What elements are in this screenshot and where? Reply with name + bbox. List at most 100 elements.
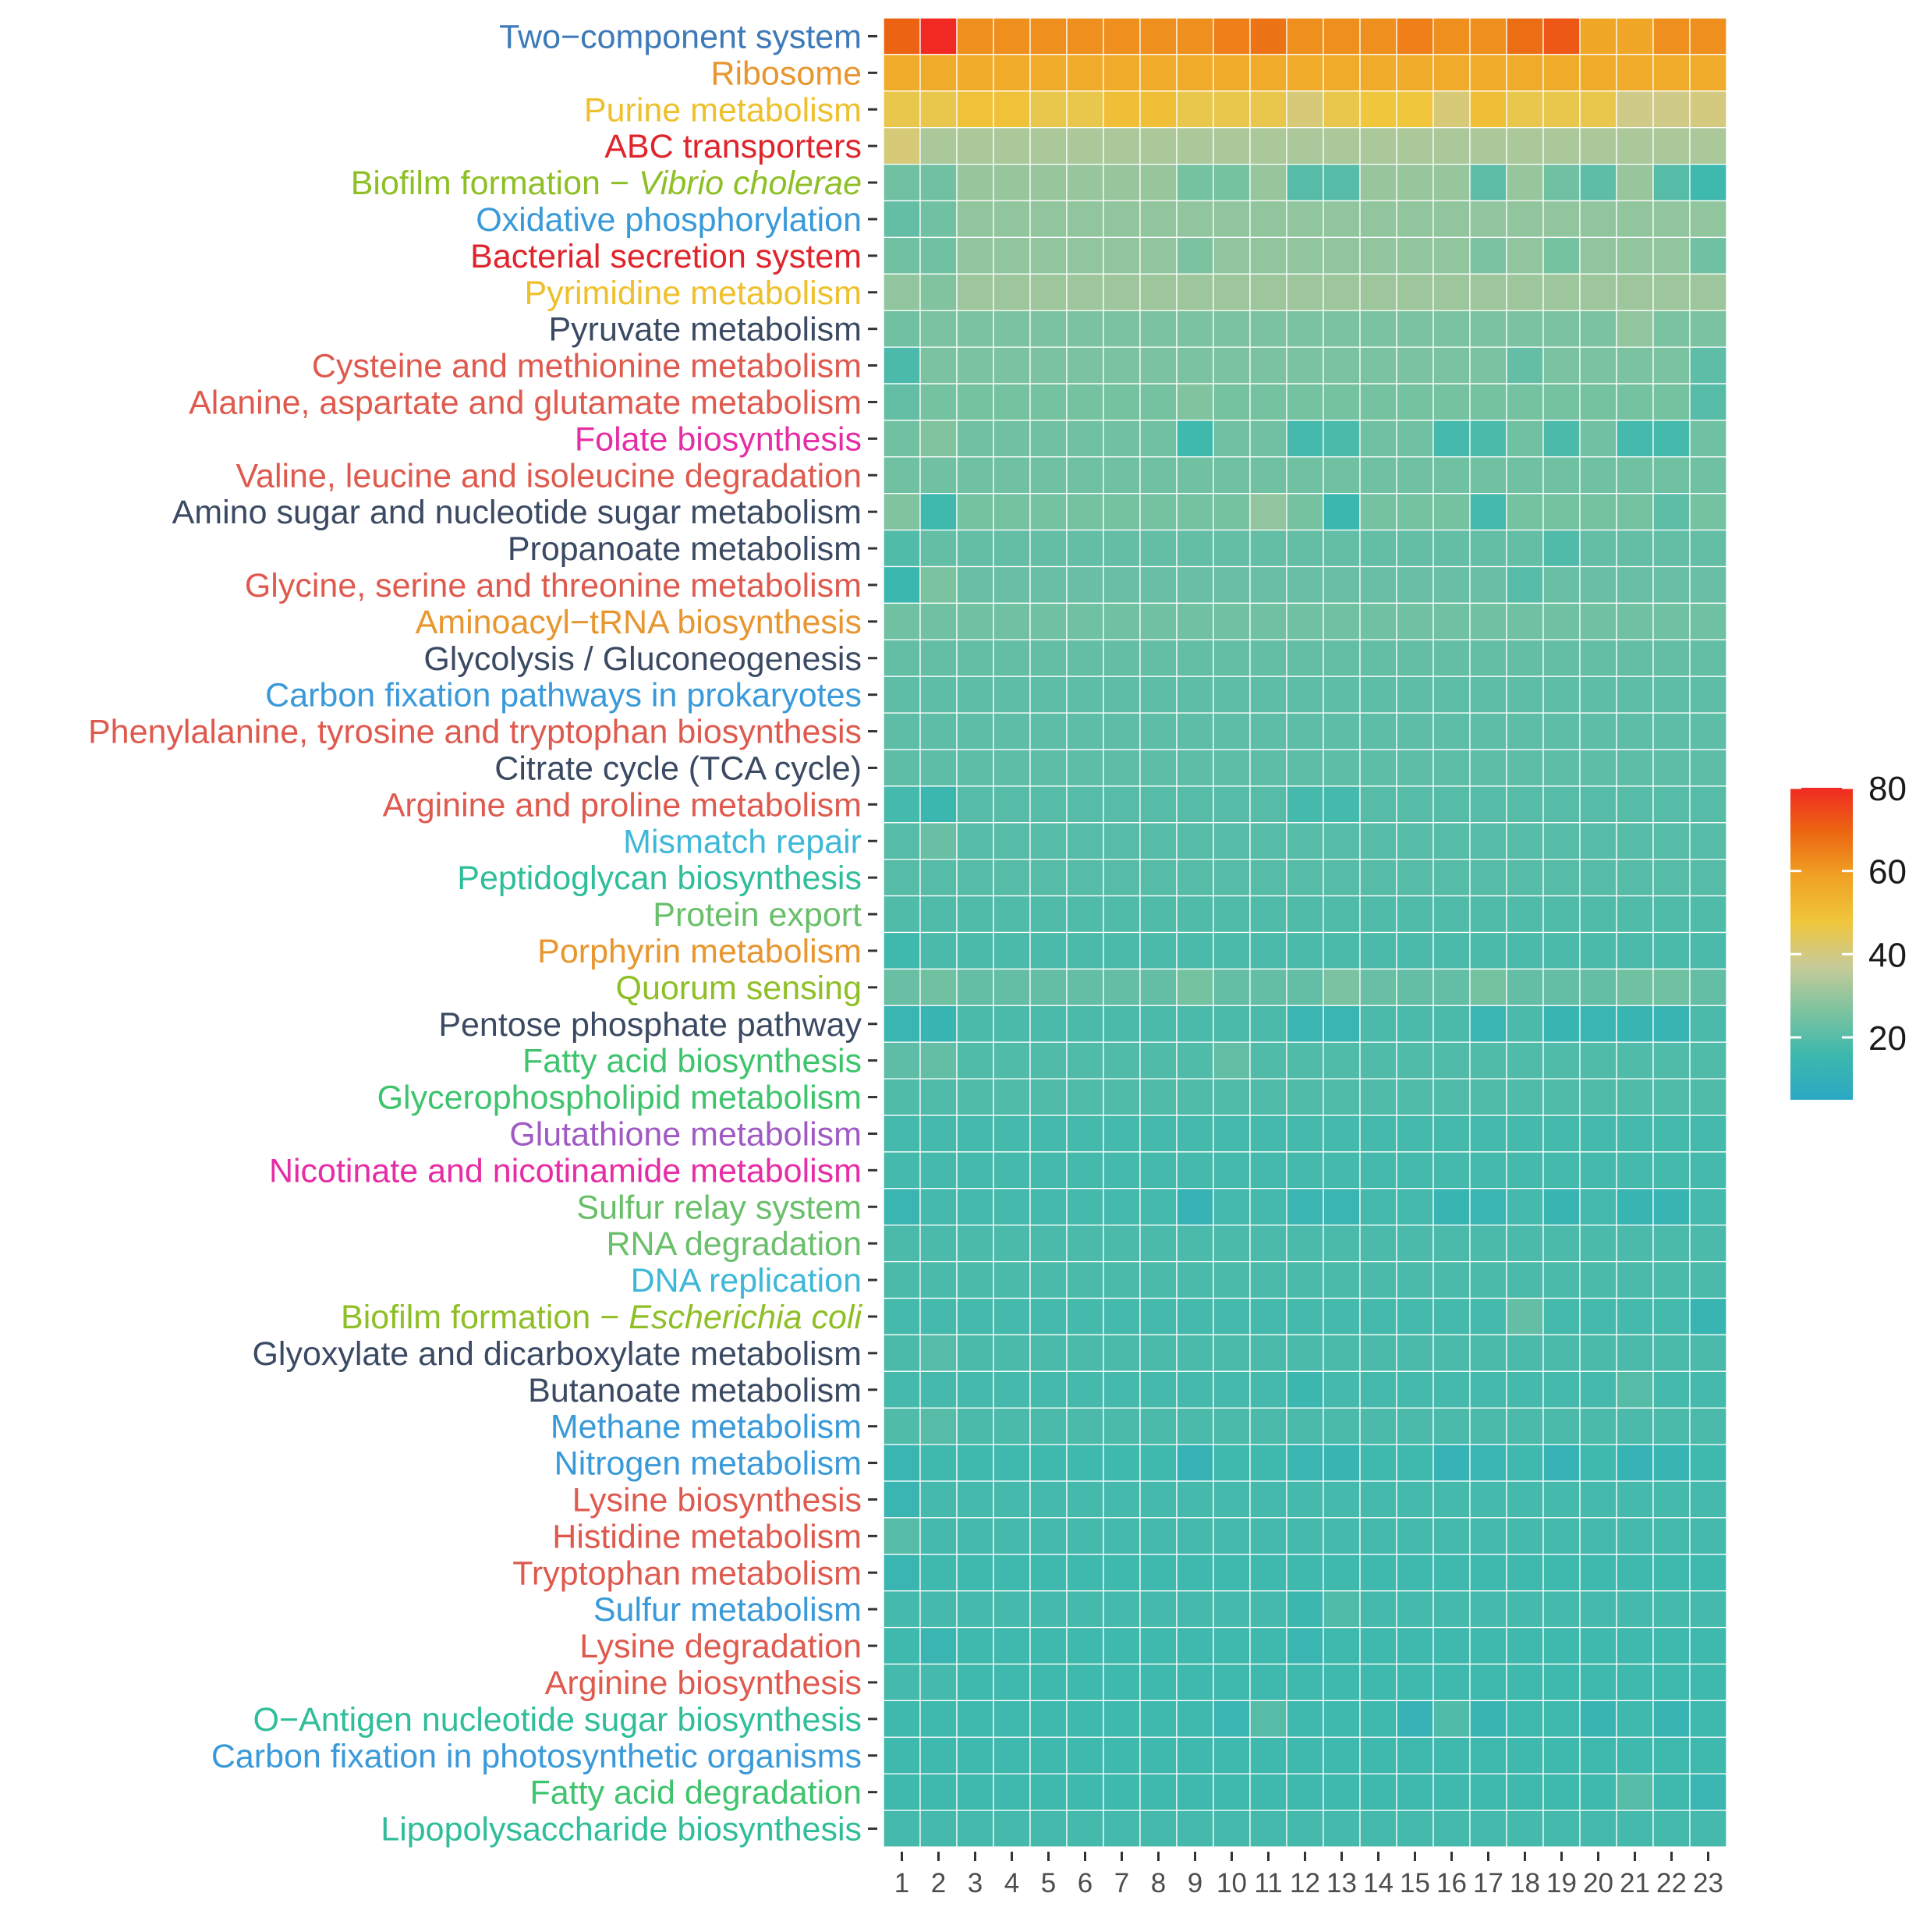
- heatmap-cell: [993, 200, 1031, 239]
- heatmap-cell: [1652, 90, 1691, 129]
- heatmap-cell: [1176, 602, 1214, 640]
- heatmap-cell: [1103, 1407, 1141, 1445]
- heatmap-cell: [1176, 1517, 1214, 1555]
- heatmap-cell: [1029, 1078, 1068, 1116]
- heatmap-cell: [1029, 1773, 1068, 1811]
- row-label-text: Peptidoglycan biosynthesis: [457, 860, 862, 897]
- heatmap-cell: [919, 1151, 958, 1189]
- row-label: Arginine and proline metabolism: [383, 786, 862, 824]
- row-label-text: Carbon fixation pathways in prokaryotes: [265, 677, 862, 714]
- heatmap-cell: [1176, 1115, 1214, 1153]
- heatmap-cell: [1066, 1773, 1104, 1811]
- heatmap-cell: [993, 1260, 1031, 1299]
- heatmap-cell: [1286, 785, 1324, 824]
- row-label-text: Alanine, aspartate and glutamate metabol…: [189, 384, 862, 421]
- row-label-text: Quorum sensing: [616, 970, 862, 1007]
- heatmap-cell: [1689, 1334, 1727, 1372]
- column-label: 3: [968, 1868, 983, 1898]
- heatmap-cell: [1103, 785, 1141, 824]
- heatmap-cell: [1469, 749, 1507, 787]
- heatmap-cell: [1066, 1225, 1104, 1263]
- row-label-text: Valine, leucine and isoleucine degradati…: [236, 457, 862, 495]
- row-label: Folate biosynthesis: [575, 420, 862, 458]
- heatmap-cell: [1323, 346, 1361, 385]
- heatmap-cell: [1029, 1005, 1068, 1043]
- heatmap-cell: [1249, 1517, 1287, 1555]
- heatmap-cell: [1689, 1736, 1727, 1774]
- heatmap-cell: [1433, 420, 1471, 458]
- heatmap-cell: [1506, 1480, 1544, 1519]
- heatmap-cell: [1396, 1554, 1434, 1592]
- heatmap-cell: [1103, 1334, 1141, 1372]
- heatmap-cell: [1323, 675, 1361, 714]
- heatmap-cell: [1433, 1188, 1471, 1226]
- heatmap-cell: [1542, 1480, 1581, 1519]
- heatmap-cell: [1689, 1554, 1727, 1592]
- heatmap-cell: [1652, 420, 1691, 458]
- heatmap-cell: [956, 310, 994, 348]
- heatmap-cell: [1139, 1810, 1178, 1848]
- heatmap-cell: [1249, 456, 1287, 495]
- heatmap-cell: [1579, 1005, 1617, 1043]
- heatmap-cell: [1506, 127, 1544, 165]
- heatmap-cell: [1213, 565, 1251, 604]
- heatmap-cell: [1359, 346, 1397, 385]
- row-label-text: Citrate cycle (TCA cycle): [494, 750, 862, 787]
- heatmap-cell: [1433, 931, 1471, 970]
- heatmap-cell: [1616, 346, 1654, 385]
- heatmap-cell: [1029, 565, 1068, 604]
- heatmap-cell: [1323, 1370, 1361, 1409]
- heatmap-cell: [1689, 565, 1727, 604]
- heatmap-cell: [1469, 127, 1507, 165]
- heatmap-cell: [956, 90, 994, 129]
- heatmap-cell: [1579, 931, 1617, 970]
- heatmap-cell: [1396, 1773, 1434, 1811]
- heatmap-cell: [1103, 968, 1141, 1006]
- heatmap-cell: [883, 1626, 921, 1665]
- heatmap-cell: [1103, 54, 1141, 92]
- heatmap-cell: [1066, 529, 1104, 568]
- heatmap-cell: [1542, 859, 1581, 897]
- row-label: Glutathione metabolism: [509, 1115, 862, 1153]
- column-label: 6: [1078, 1868, 1093, 1898]
- heatmap-cell: [1066, 1554, 1104, 1592]
- heatmap-cell: [1579, 1590, 1617, 1629]
- row-label: Bacterial secretion system: [470, 238, 862, 275]
- heatmap-cell: [1433, 1480, 1471, 1519]
- heatmap-cell: [1139, 1517, 1178, 1555]
- heatmap-cell: [1213, 602, 1251, 640]
- heatmap-cell: [1616, 1005, 1654, 1043]
- heatmap-cell: [1652, 822, 1691, 860]
- heatmap-cell: [1542, 565, 1581, 604]
- heatmap-cell: [1652, 859, 1691, 897]
- heatmap-cell: [1213, 493, 1251, 531]
- heatmap-cell: [1359, 1517, 1397, 1555]
- heatmap-cell: [1176, 200, 1214, 239]
- heatmap-cell: [1469, 785, 1507, 824]
- heatmap-cell: [1469, 1225, 1507, 1263]
- heatmap-cell: [1323, 1041, 1361, 1079]
- heatmap-cell: [1396, 785, 1434, 824]
- heatmap-cell: [1286, 639, 1324, 677]
- heatmap-cell: [1249, 602, 1287, 640]
- heatmap-cell: [956, 1810, 994, 1848]
- heatmap-cell: [1689, 420, 1727, 458]
- heatmap-cell: [1286, 1188, 1324, 1226]
- heatmap-cell: [1396, 1115, 1434, 1153]
- heatmap-cell: [1139, 1700, 1178, 1738]
- heatmap-cell: [1139, 273, 1178, 311]
- heatmap-cell: [1396, 1810, 1434, 1848]
- heatmap-cell: [1469, 639, 1507, 677]
- heatmap-cell: [1652, 1663, 1691, 1702]
- heatmap-cell: [1396, 17, 1434, 55]
- heatmap-cell: [883, 1041, 921, 1079]
- heatmap-cell: [1396, 54, 1434, 92]
- heatmap-cell: [1029, 163, 1068, 202]
- heatmap-cell: [1323, 1078, 1361, 1116]
- row-label: Purine metabolism: [584, 91, 862, 129]
- heatmap-cell: [1249, 1078, 1287, 1116]
- colorbar: [1790, 788, 1853, 1100]
- heatmap-cell: [883, 1517, 921, 1555]
- row-label: Glycolysis / Gluconeogenesis: [423, 640, 862, 678]
- heatmap-cell: [1433, 90, 1471, 129]
